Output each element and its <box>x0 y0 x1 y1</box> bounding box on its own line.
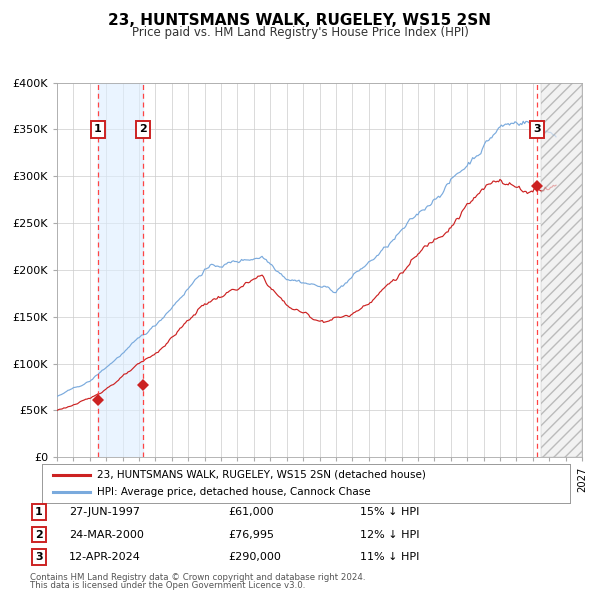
Text: 24-MAR-2000: 24-MAR-2000 <box>69 530 144 539</box>
Text: HPI: Average price, detached house, Cannock Chase: HPI: Average price, detached house, Cann… <box>97 487 371 497</box>
Text: £290,000: £290,000 <box>228 552 281 562</box>
Text: 1: 1 <box>35 507 43 517</box>
Text: 3: 3 <box>35 552 43 562</box>
Text: 2: 2 <box>139 124 146 135</box>
Text: £76,995: £76,995 <box>228 530 274 539</box>
Text: 2: 2 <box>35 530 43 539</box>
Bar <box>98 83 143 457</box>
Text: 11% ↓ HPI: 11% ↓ HPI <box>360 552 419 562</box>
Text: 12-APR-2024: 12-APR-2024 <box>69 552 141 562</box>
Text: 12% ↓ HPI: 12% ↓ HPI <box>360 530 419 539</box>
Text: Price paid vs. HM Land Registry's House Price Index (HPI): Price paid vs. HM Land Registry's House … <box>131 26 469 39</box>
Text: £61,000: £61,000 <box>228 507 274 517</box>
Text: This data is licensed under the Open Government Licence v3.0.: This data is licensed under the Open Gov… <box>30 581 305 590</box>
Text: 27-JUN-1997: 27-JUN-1997 <box>69 507 140 517</box>
Text: 3: 3 <box>533 124 541 135</box>
Text: 15% ↓ HPI: 15% ↓ HPI <box>360 507 419 517</box>
Text: 1: 1 <box>94 124 102 135</box>
Text: 23, HUNTSMANS WALK, RUGELEY, WS15 2SN: 23, HUNTSMANS WALK, RUGELEY, WS15 2SN <box>109 13 491 28</box>
Text: 23, HUNTSMANS WALK, RUGELEY, WS15 2SN (detached house): 23, HUNTSMANS WALK, RUGELEY, WS15 2SN (d… <box>97 470 427 480</box>
Text: Contains HM Land Registry data © Crown copyright and database right 2024.: Contains HM Land Registry data © Crown c… <box>30 572 365 582</box>
